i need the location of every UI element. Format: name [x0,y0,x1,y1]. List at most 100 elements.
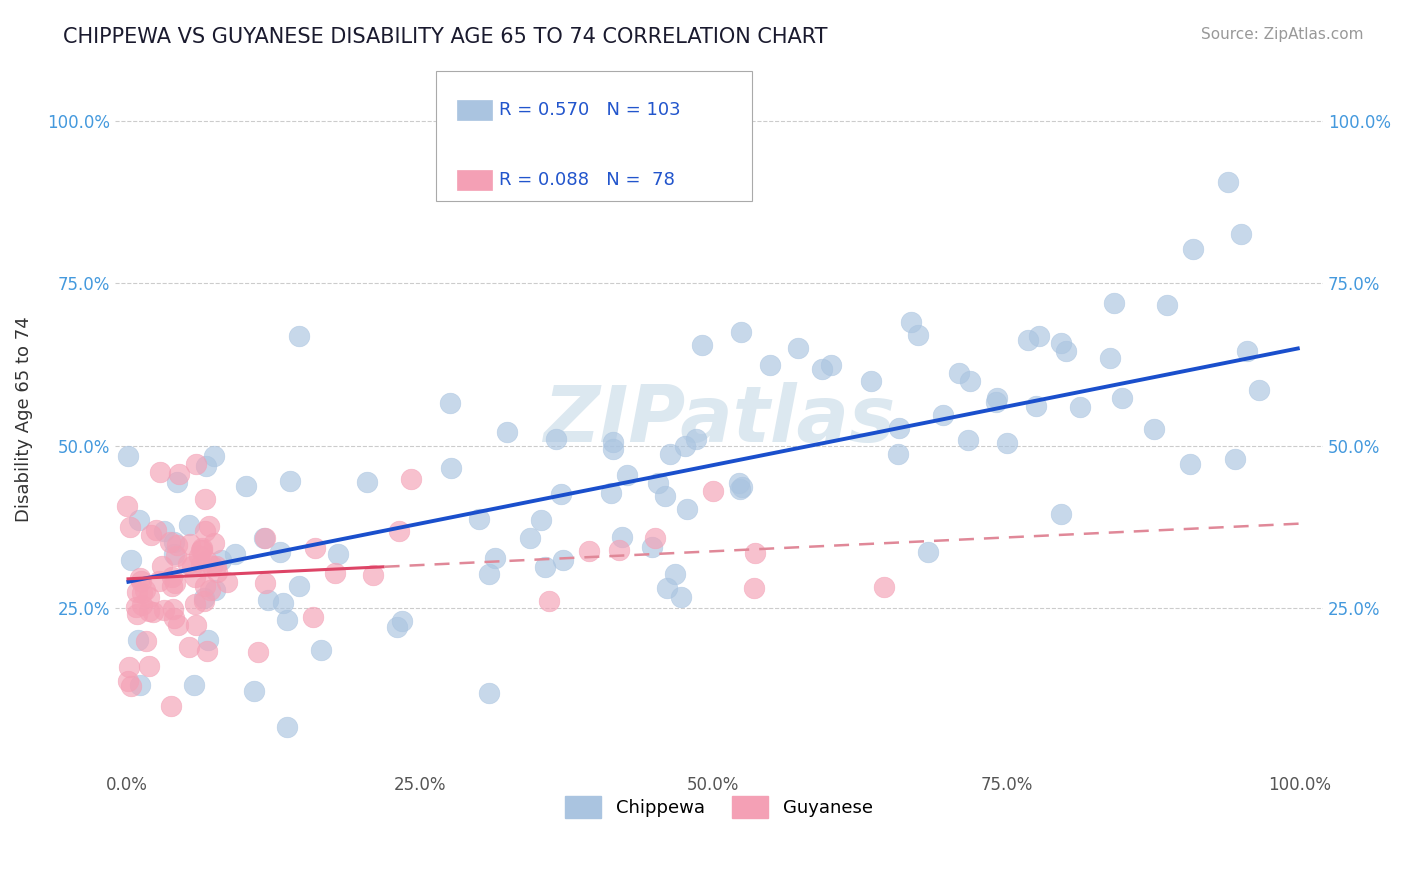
Point [125,607,148,621]
Point [529,513,551,527]
Point [253,531,276,545]
Point [191,543,214,558]
Point [356,475,378,490]
Point [744,546,766,560]
Point [142,605,165,619]
Text: R = 0.570   N = 103: R = 0.570 N = 103 [499,101,681,119]
Point [201,558,224,573]
Point [1098,351,1121,366]
Point [127,632,149,647]
Point [243,684,266,698]
Point [388,524,411,538]
Text: R = 0.088   N =  78: R = 0.088 N = 78 [499,171,675,189]
Point [553,553,575,567]
Point [125,585,148,599]
Point [702,483,724,498]
Point [730,326,752,340]
Point [153,524,176,538]
Point [325,566,347,580]
Point [150,559,173,574]
Point [190,558,212,572]
Point [215,575,238,590]
Point [900,314,922,328]
Point [269,545,291,559]
Point [184,570,207,584]
Point [224,547,246,561]
Point [610,530,633,544]
Point [163,535,186,549]
Point [253,531,276,545]
Point [194,524,217,538]
Point [205,559,228,574]
Point [271,596,294,610]
Point [117,499,139,513]
Point [385,620,408,634]
Point [247,645,270,659]
Point [550,487,572,501]
Point [125,600,148,615]
Point [160,699,183,714]
Point [177,517,200,532]
Point [948,366,970,380]
Point [138,604,160,618]
Point [1111,391,1133,405]
Point [1247,384,1270,398]
Point [820,358,842,372]
Point [138,659,160,673]
Point [728,482,751,496]
Point [685,432,707,446]
Point [184,458,207,472]
Point [120,553,142,567]
Point [602,442,624,456]
Point [932,408,955,422]
Point [730,480,752,494]
Point [209,553,232,567]
Point [193,594,215,608]
Point [117,673,139,688]
Point [129,574,152,588]
Point [1218,175,1240,189]
Point [484,551,506,566]
Point [302,609,325,624]
Point [197,643,219,657]
Point [728,475,751,490]
Point [519,531,541,545]
Point [478,685,501,699]
Point [193,591,215,605]
Point [787,341,810,355]
Point [129,678,152,692]
Point [810,362,832,376]
Point [163,576,186,591]
Point [669,590,692,604]
Point [1054,344,1077,359]
Point [159,534,181,549]
Point [440,460,463,475]
Point [1182,242,1205,256]
Point [134,582,156,597]
Point [478,566,501,581]
Point [276,613,298,627]
Point [1178,458,1201,472]
Point [578,544,600,558]
Point [167,467,190,481]
Point [496,425,519,439]
Point [600,486,623,500]
Point [139,528,162,542]
Point [655,582,678,596]
Point [859,374,882,388]
Point [534,559,557,574]
Point [166,618,188,632]
Point [190,542,212,557]
Point [644,532,666,546]
Point [177,558,200,572]
Point [195,554,218,568]
Point [673,439,696,453]
Point [304,541,326,555]
Point [468,512,491,526]
Text: ZIPatlas: ZIPatlas [543,382,896,458]
Point [1156,298,1178,312]
Point [1102,296,1125,310]
Point [177,640,200,654]
Point [654,490,676,504]
Point [1143,422,1166,436]
